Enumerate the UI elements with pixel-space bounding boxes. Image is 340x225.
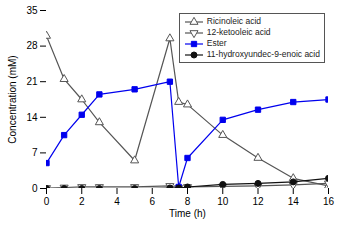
- svg-text:Time (h): Time (h): [169, 208, 206, 219]
- svg-text:12: 12: [252, 196, 264, 207]
- svg-text:35: 35: [26, 5, 38, 16]
- svg-text:0: 0: [32, 183, 38, 194]
- svg-text:4: 4: [114, 196, 120, 207]
- svg-text:28: 28: [26, 40, 38, 51]
- svg-text:14: 14: [288, 196, 300, 207]
- svg-text:6: 6: [149, 196, 155, 207]
- html-text:Ricinoleic acid: Ricinoleic acid: [206, 16, 262, 26]
- svg-text:0: 0: [44, 196, 50, 207]
- svg-text:16: 16: [323, 196, 335, 207]
- svg-text:2: 2: [79, 196, 85, 207]
- svg-text:10: 10: [217, 196, 229, 207]
- svg-text:7: 7: [32, 147, 38, 158]
- svg-text:8: 8: [185, 196, 191, 207]
- html-text:Ester: Ester: [206, 38, 227, 48]
- svg-text:Concentration (mM): Concentration (mM): [7, 55, 18, 143]
- html-text:11-hydroxyundec-9-enoic acid: 11-hydroxyundec-9-enoic acid: [206, 49, 320, 59]
- svg-text:21: 21: [26, 76, 38, 87]
- svg-text:14: 14: [26, 112, 38, 123]
- html-text:12-ketooleic acid: 12-ketooleic acid: [206, 27, 271, 37]
